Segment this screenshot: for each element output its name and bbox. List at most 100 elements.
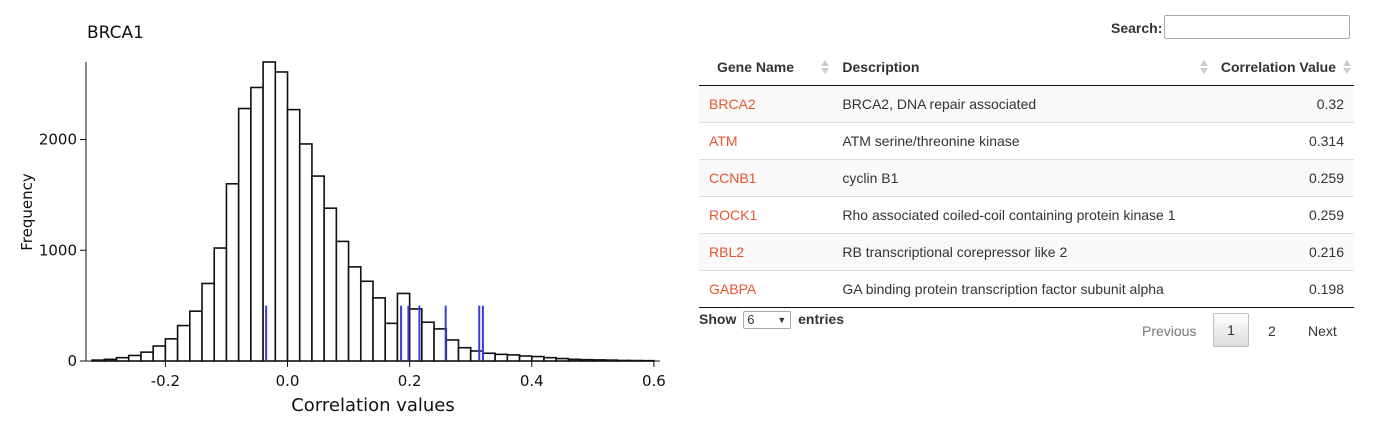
gene-link[interactable]: RBL2	[709, 244, 745, 260]
histogram-bar	[274, 71, 289, 362]
column-header-description[interactable]: Description	[832, 49, 1211, 86]
histogram-bar	[433, 328, 448, 362]
histogram-bar	[127, 354, 142, 362]
sort-icon	[1199, 60, 1208, 76]
gene-cell: RBL2	[699, 233, 833, 271]
column-header-gene-name[interactable]: Gene Name	[699, 49, 833, 86]
y-tick-label: 1000	[39, 241, 77, 259]
x-tick-label: 0.2	[398, 372, 422, 390]
table-row: RBL2 RB transcriptional corepressor like…	[699, 233, 1354, 271]
page-2-button[interactable]: 2	[1268, 323, 1276, 339]
histogram-bar	[469, 350, 484, 362]
histogram-bar	[372, 297, 387, 362]
histogram-bar	[482, 352, 496, 362]
histogram-bar	[298, 143, 313, 362]
histogram-bar	[506, 354, 521, 362]
histogram-bar	[347, 266, 362, 362]
correlation-cell: 0.198	[1210, 270, 1354, 308]
table-row: ATM ATM serine/threonine kinase 0.314	[699, 122, 1354, 160]
y-tick-label: 2000	[39, 131, 77, 149]
histogram-bar	[225, 183, 240, 362]
show-label: Show	[699, 311, 737, 327]
histogram-bar	[262, 61, 277, 362]
description-cell: cyclin B1	[832, 159, 1211, 197]
histogram-bar	[311, 175, 325, 362]
gene-link[interactable]: ROCK1	[709, 207, 758, 223]
histogram-bar	[140, 351, 154, 362]
description-cell: RB transcriptional corepressor like 2	[832, 233, 1211, 271]
column-header-label: Correlation Value	[1220, 59, 1336, 75]
entries-length-control: Show 6 ▼ entries	[699, 311, 845, 330]
x-axis-label: Correlation values	[291, 395, 455, 416]
histogram-chart: BRCA1 -0.2 0.0 0.2 0.4 0.6 0 1000 2000 Correla…	[0, 0, 680, 426]
x-tick-label: 0.4	[520, 372, 544, 390]
column-header-correlation-value[interactable]: Correlation Value	[1210, 49, 1354, 86]
chart-title: BRCA1	[87, 23, 144, 43]
gene-link[interactable]: ATM	[709, 133, 738, 149]
gene-cell: BRCA2	[699, 85, 833, 123]
histogram-bar	[176, 324, 191, 362]
histogram-bars	[91, 61, 655, 362]
gene-link[interactable]: GABPA	[709, 281, 757, 297]
description-cell: BRCA2, DNA repair associated	[832, 85, 1211, 123]
histogram-bar	[164, 338, 179, 362]
search-input[interactable]	[1164, 15, 1350, 39]
x-tick-label: 0.0	[276, 372, 300, 390]
histogram-bar	[421, 321, 435, 362]
histogram-bar	[189, 310, 203, 362]
gene-cell: ATM	[699, 122, 833, 160]
histogram-bar	[152, 345, 167, 362]
entries-select[interactable]: 6 ▼	[743, 311, 792, 330]
y-axis-label: Frequency	[18, 173, 36, 251]
chevron-down-icon: ▼	[777, 315, 787, 326]
histogram-bar	[335, 240, 350, 362]
correlation-cell: 0.259	[1210, 159, 1354, 197]
gene-cell: ROCK1	[699, 196, 833, 234]
x-tick-label: -0.2	[151, 372, 180, 390]
table-row: ROCK1 Rho associated coiled-coil contain…	[699, 196, 1354, 234]
entries-select-value: 6	[747, 312, 755, 328]
x-tick-label: 0.6	[642, 372, 666, 390]
histogram-bar	[286, 108, 301, 362]
description-cell: ATM serine/threonine kinase	[832, 122, 1211, 160]
histogram-bar	[494, 353, 509, 362]
page-1-button[interactable]: 1	[1213, 313, 1249, 347]
sort-icon	[1343, 60, 1351, 76]
correlation-cell: 0.32	[1210, 85, 1354, 123]
histogram-bar	[237, 107, 252, 362]
histogram-bar	[323, 207, 338, 362]
table-row: BRCA2 BRCA2, DNA repair associated 0.32	[699, 85, 1354, 123]
gene-link[interactable]: CCNB1	[709, 170, 757, 186]
description-cell: Rho associated coiled-coil containing pr…	[832, 196, 1211, 234]
entries-label: entries	[798, 311, 845, 327]
x-axis-ticks: -0.2 0.0 0.2 0.4 0.6	[151, 361, 666, 390]
highlight-lines	[265, 305, 484, 361]
table-row: GABPA GA binding protein transcription f…	[699, 270, 1354, 308]
histogram-svg: BRCA1 -0.2 0.0 0.2 0.4 0.6 0 1000 2000 Correla…	[18, 23, 666, 416]
previous-page-button[interactable]: Previous	[1142, 323, 1197, 339]
histogram-bar	[213, 247, 228, 362]
histogram-bar	[250, 86, 264, 362]
results-table: Gene Name Description Correlation Value …	[699, 49, 1354, 308]
correlation-cell: 0.259	[1210, 196, 1354, 234]
search-label: Search:	[1111, 20, 1163, 36]
gene-link[interactable]: BRCA2	[709, 96, 756, 112]
gene-cell: CCNB1	[699, 159, 833, 197]
correlation-cell: 0.314	[1210, 122, 1354, 160]
histogram-bar	[518, 355, 533, 362]
histogram-bar	[530, 355, 545, 362]
y-axis-ticks: 0 1000 2000	[39, 131, 86, 370]
table-header-row: Gene Name Description Correlation Value	[699, 49, 1354, 86]
column-header-label: Gene Name	[717, 59, 795, 75]
gene-cell: GABPA	[699, 270, 833, 308]
description-cell: GA binding protein transcription factor …	[832, 270, 1211, 308]
correlation-cell: 0.216	[1210, 233, 1354, 271]
histogram-bar	[384, 322, 399, 362]
histogram-bar	[445, 339, 460, 362]
histogram-bar	[359, 280, 374, 362]
histogram-bar	[457, 346, 472, 362]
sort-icon	[821, 60, 830, 76]
column-header-label: Description	[842, 59, 920, 75]
next-page-button[interactable]: Next	[1308, 323, 1337, 339]
table-row: CCNB1 cyclin B1 0.259	[699, 159, 1354, 197]
